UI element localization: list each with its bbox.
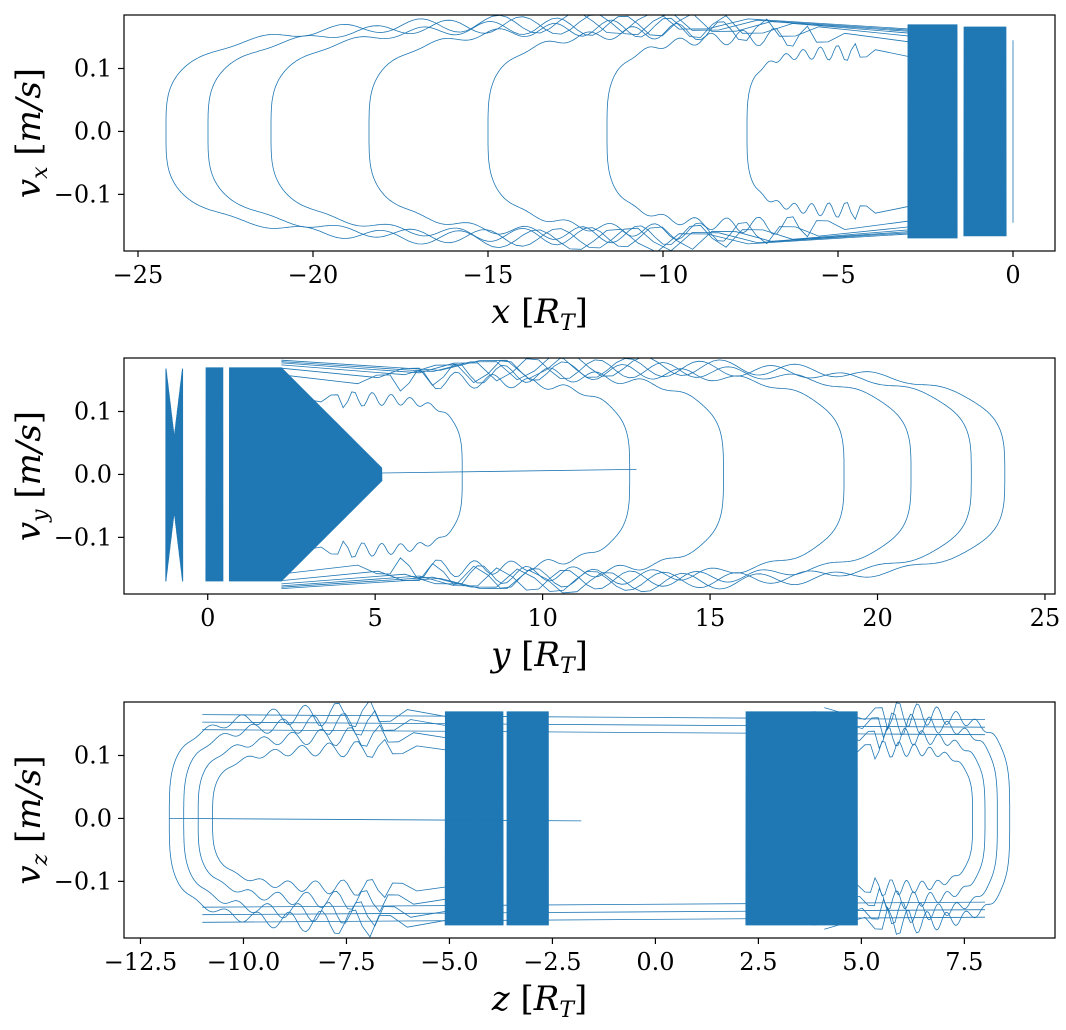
- xtick-label-y-3: 15: [695, 604, 726, 632]
- trajectory-y: [165, 358, 1006, 594]
- loop-7: [746, 42, 912, 221]
- xtick-label-x-0: −25: [113, 261, 164, 289]
- ylabel-z: vz [m/s]: [9, 755, 53, 884]
- loop-3: [281, 358, 912, 591]
- loop-1: [165, 15, 912, 251]
- dense-band-4: [811, 711, 858, 926]
- loop-1: [281, 358, 1006, 594]
- ytick-label-y-2: −0.1: [54, 523, 112, 551]
- ylabel-x: vx [m/s]: [9, 68, 53, 198]
- xtick-label-z-2: −7.5: [317, 948, 375, 976]
- ytick-label-x-2: −0.1: [54, 180, 112, 208]
- xtick-label-y-4: 20: [862, 604, 893, 632]
- xtick-label-z-7: 5.0: [842, 948, 880, 976]
- ytick-label-x-1: 0.0: [74, 117, 112, 145]
- ytick-label-z-2: −0.1: [54, 867, 112, 895]
- axes-frame-z: [123, 701, 1056, 939]
- xtick-label-z-5: 0.0: [636, 948, 674, 976]
- right-loop-3: [824, 726, 986, 911]
- dense-band-2: [506, 711, 549, 926]
- xtick-label-z-0: −12.5: [104, 948, 178, 976]
- panel-y: 0 5 10 15 20 25 0.1 0.0 −0.1 y [RT] vy [m/s]: [9, 357, 1061, 679]
- loop-2: [207, 15, 912, 251]
- dense-band: [165, 368, 184, 582]
- loop-4: [368, 15, 912, 248]
- xtick-label-y-2: 10: [527, 604, 558, 632]
- end-line: [169, 818, 582, 822]
- xtick-label-y-0: 0: [200, 604, 215, 632]
- loop-7: [281, 391, 463, 558]
- dense-band: [907, 24, 958, 239]
- left-loop-4: [212, 738, 475, 899]
- dense-band-3: [745, 711, 817, 926]
- trajectory-x: [165, 15, 1014, 251]
- axes-frame-x: [123, 14, 1056, 252]
- panel-z: −12.5 −10.0 −7.5 −5.0 −2.5 0.0 2.5 5.0 7.5 0.1 0.0…: [9, 701, 1056, 1023]
- xtick-label-z-4: −2.5: [523, 948, 581, 976]
- xtick-label-y-1: 5: [368, 604, 383, 632]
- panel-x: −25 −20 −15 −10 −5 0 0.1 0.0 −0.1 x [RT] vx [m/s]: [9, 14, 1056, 336]
- ytick-label-z-1: 0.0: [74, 804, 112, 832]
- xlabel-z: z [RT]: [491, 979, 588, 1023]
- loop-6: [606, 25, 912, 238]
- xtick-label-z-1: −10.0: [207, 948, 281, 976]
- loop-5: [487, 18, 912, 245]
- right-loop-2: [824, 712, 998, 925]
- xtick-label-x-3: −10: [638, 261, 689, 289]
- xtick-label-x-5: 0: [1005, 261, 1020, 289]
- ytick-label-y-0: 0.1: [74, 397, 112, 425]
- loop-6: [281, 370, 631, 579]
- xtick-label-x-1: −20: [288, 261, 339, 289]
- xtick-label-x-4: −5: [820, 261, 855, 289]
- xlabel-y: y [RT]: [489, 635, 588, 679]
- dense-band-2: [205, 367, 224, 582]
- xlabel-x: x [RT]: [491, 292, 588, 336]
- loop-5: [281, 363, 724, 586]
- dense-band-1: [444, 711, 504, 926]
- xtick-label-z-8: 7.5: [945, 948, 983, 976]
- ytick-label-x-0: 0.1: [74, 54, 112, 82]
- loop-4: [281, 360, 845, 589]
- ytick-label-y-1: 0.0: [74, 460, 112, 488]
- loop-3: [270, 15, 912, 250]
- xtick-label-x-2: −15: [463, 261, 514, 289]
- right-loop-4: [824, 740, 973, 897]
- transition-band: [281, 367, 383, 582]
- axes-frame-y: [123, 357, 1056, 595]
- dense-band-2: [963, 26, 1007, 237]
- trajectory-z: [168, 702, 1011, 938]
- ytick-label-z-0: 0.1: [74, 741, 112, 769]
- dense-band-3: [228, 367, 282, 582]
- xtick-label-z-6: 2.5: [739, 948, 777, 976]
- xtick-label-z-3: −5.0: [420, 948, 478, 976]
- xtick-label-y-5: 25: [1030, 604, 1061, 632]
- loop-2: [281, 358, 972, 592]
- ylabel-y: vy [m/s]: [9, 411, 53, 541]
